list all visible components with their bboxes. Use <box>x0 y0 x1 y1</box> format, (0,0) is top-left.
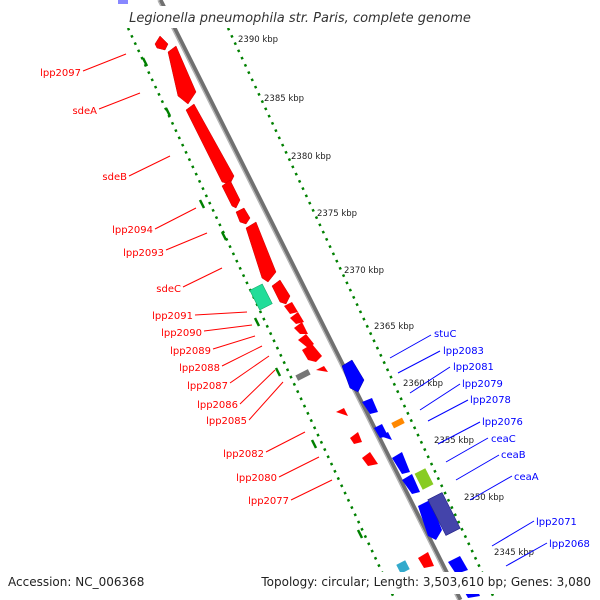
gene-label-lpp2081[interactable]: lpp2081 <box>453 362 494 373</box>
gene-label-lpp2079[interactable]: lpp2079 <box>462 379 503 390</box>
ruler-label: 2375 kbp <box>317 209 357 219</box>
gene-label-lpp2091[interactable]: lpp2091 <box>152 311 193 322</box>
ruler-label: 2365 kbp <box>374 322 414 332</box>
gene-label-lpp2077[interactable]: lpp2077 <box>248 496 289 507</box>
ruler-label: 2345 kbp <box>494 548 534 558</box>
gene-label-ceaB[interactable]: ceaB <box>501 450 526 461</box>
right-leader-lines <box>389 334 548 567</box>
gene-label-lpp2093[interactable]: lpp2093 <box>123 248 164 259</box>
gene-label-sdeB[interactable]: sdeB <box>102 172 127 183</box>
left-gene-labels: lpp2097 sdeA sdeB lpp2094 lpp2093 sdeC l… <box>40 68 289 507</box>
gene-label-lpp2071[interactable]: lpp2071 <box>536 517 577 528</box>
gene-label-lpp2094[interactable]: lpp2094 <box>112 225 153 236</box>
gene-label-lpp2080[interactable]: lpp2080 <box>236 473 277 484</box>
gene-label-ceaA[interactable]: ceaA <box>514 472 539 483</box>
genome-summary-text: Topology: circular; Length: 3,503,610 bp… <box>260 575 591 589</box>
gene-lpp2091-arrow <box>271 279 291 305</box>
ruler-label: 2370 kbp <box>344 266 384 276</box>
ruler-label: 2390 kbp <box>238 35 278 45</box>
right-ruler-track <box>226 27 497 600</box>
gene-label-lpp2068[interactable]: lpp2068 <box>549 539 590 550</box>
gene-label-stuC[interactable]: stuC <box>434 329 456 340</box>
gene-label-lpp2089[interactable]: lpp2089 <box>170 346 211 357</box>
left-strand-genes <box>154 35 470 594</box>
ruler-label: 2385 kbp <box>264 94 304 104</box>
gene-label-lpp2078[interactable]: lpp2078 <box>470 395 511 406</box>
gene-sdeB-arrow <box>185 103 235 185</box>
gene-rna-marker <box>249 283 273 311</box>
gene-label-lpp2085[interactable]: lpp2085 <box>206 416 247 427</box>
gene-label-lpp2083[interactable]: lpp2083 <box>443 346 484 357</box>
gene-label-lpp2090[interactable]: lpp2090 <box>161 328 202 339</box>
gene-sdeC-arrow <box>245 221 277 283</box>
gene-label-lpp2097[interactable]: lpp2097 <box>40 68 81 79</box>
gene-label-lpp2087[interactable]: lpp2087 <box>187 381 228 392</box>
right-strand-genes <box>118 0 480 598</box>
left-ruler-track <box>126 27 397 600</box>
ruler-label: 2355 kbp <box>434 436 474 446</box>
gene-lpp2093-arrow <box>235 207 251 225</box>
gene-label-sdeC[interactable]: sdeC <box>156 284 181 295</box>
gene-label-sdeA[interactable]: sdeA <box>72 106 97 117</box>
ruler-label: 2350 kbp <box>464 493 504 503</box>
right-gene-labels: stuC lpp2083 lpp2081 lpp2079 lpp2078 lpp… <box>434 329 590 550</box>
gene-label-lpp2088[interactable]: lpp2088 <box>179 363 220 374</box>
gene-label-ceaC[interactable]: ceaC <box>491 434 516 445</box>
gene-sdeA-arrow <box>167 45 197 105</box>
gene-label-lpp2076[interactable]: lpp2076 <box>482 417 523 428</box>
gene-label-lpp2082[interactable]: lpp2082 <box>223 449 264 460</box>
title-backing <box>104 6 496 28</box>
gene-lpp2094-arrow <box>221 179 241 209</box>
left-ticks <box>141 57 364 539</box>
map-title: Legionella pneumophila str. Paris, compl… <box>129 11 471 26</box>
accession-text: Accession: NC_006368 <box>8 575 144 589</box>
genome-backbone <box>157 0 463 600</box>
gene-stuC-arrow <box>341 359 365 393</box>
gene-lpp2097-arrow <box>154 35 169 51</box>
ruler-label: 2380 kbp <box>291 152 331 162</box>
footer-backing <box>0 572 600 594</box>
left-leader-lines <box>82 53 333 501</box>
gene-label-lpp2086[interactable]: lpp2086 <box>197 400 238 411</box>
